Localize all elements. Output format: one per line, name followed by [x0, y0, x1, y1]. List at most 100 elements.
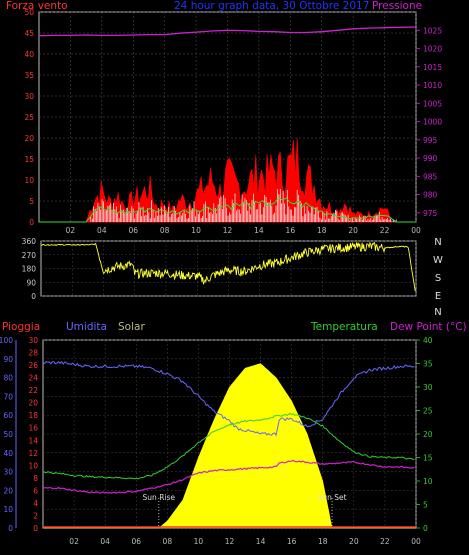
rain-tick-label: 10 [28, 461, 38, 470]
pressure-tick-label: 1015 [423, 63, 442, 72]
time-tick-label: 14 [254, 226, 264, 235]
dewpoint-line [42, 459, 415, 494]
humidity-tick-label: 50 [3, 430, 13, 439]
temperature-tick-label: 20 [423, 430, 433, 439]
gust-series [39, 137, 416, 223]
compass-label: W [433, 255, 443, 266]
wind-force-tick-label: 30 [24, 92, 34, 101]
temperature-tick-label: 30 [423, 383, 433, 392]
time-tick-label: 08 [163, 537, 173, 546]
time-tick-label: 04 [97, 226, 107, 235]
wind-force-tick-label: 40 [24, 50, 34, 59]
temperature-tick-label: 35 [423, 360, 433, 369]
humidity-axis-label: Umidita [66, 321, 107, 333]
time-tick-label: 18 [318, 537, 328, 546]
pressure-tick-label: 1010 [423, 81, 442, 90]
rain-tick-label: 0 [33, 524, 38, 533]
wind-force-tick-label: 5 [29, 197, 34, 206]
solar-area [43, 363, 416, 529]
humidity-tick-label: 80 [3, 374, 13, 383]
pressure-tick-label: 975 [423, 209, 438, 218]
pressure-y-ticks: 975 980 985 990 995 1000 1005 1010 1015 1020 1025 [416, 26, 442, 218]
time-tick-label: 00 [411, 226, 421, 235]
rain-tick-label: 8 [33, 474, 38, 483]
temperature-tick-label: 15 [423, 454, 433, 463]
solar-label: Solar [118, 321, 145, 333]
time-tick-label: 08 [160, 226, 170, 235]
pressure-axis-label: Pressione [372, 0, 422, 12]
rain-tick-label: 12 [28, 449, 38, 458]
rain-tick-label: 24 [28, 374, 38, 383]
time-tick-label: 10 [191, 226, 201, 235]
wind-force-tick-label: 25 [24, 113, 34, 122]
rain-tick-label: 20 [28, 399, 38, 408]
rain-tick-label: 16 [28, 424, 38, 433]
time-tick-label: 16 [286, 226, 296, 235]
compass-label: N [434, 237, 441, 248]
time-tick-label: 18 [317, 226, 327, 235]
wind-force-y-ticks: 0 5 10 15 20 25 30 35 40 45 50 [24, 8, 34, 227]
time-tick-label: 20 [349, 537, 359, 546]
rain-tick-label: 14 [28, 436, 38, 445]
temperature-y-ticks: 0 5 10 15 20 25 30 35 40 [416, 336, 433, 533]
chart-title: 24 hour graph data, 30 Ottobre 2017 [174, 0, 369, 12]
time-tick-label: 10 [194, 537, 204, 546]
wind-force-tick-label: 10 [24, 176, 34, 185]
sunset-label: Sun Set [318, 493, 347, 502]
pressure-tick-label: 1020 [423, 45, 442, 54]
rain-tick-label: 18 [28, 411, 38, 420]
time-tick-label: 12 [225, 537, 235, 546]
temperature-tick-label: 25 [423, 407, 433, 416]
temperature-humidity-chart: Pioggia Umidita Solar Temperatura Dew Po… [0, 321, 467, 546]
wind-average-line [39, 197, 416, 223]
humidity-y-ticks: 0 10 20 30 40 50 60 70 80 90 100 [0, 336, 17, 533]
temperature-humidity-series [42, 360, 416, 529]
compass-label: E [435, 291, 441, 302]
time-tick-label: 06 [131, 537, 141, 546]
time-tick-label: 12 [223, 226, 233, 235]
pressure-tick-label: 1000 [423, 118, 442, 127]
direction-tick-label: 270 [22, 251, 37, 260]
humidity-line [42, 360, 415, 437]
sunrise-label: Sun Rise [143, 493, 176, 502]
temperature-tick-label: 40 [423, 336, 433, 345]
humidity-tick-label: 30 [3, 468, 13, 477]
rain-tick-label: 4 [33, 499, 38, 508]
rain-axis-label: Pioggia [2, 321, 40, 333]
temperature-tick-label: 0 [423, 524, 428, 533]
wind-direction-line [40, 241, 416, 291]
direction-tick-label: 180 [22, 265, 37, 274]
direction-tick-label: 90 [26, 278, 36, 287]
humidity-tick-label: 90 [3, 355, 13, 364]
pressure-tick-label: 1005 [423, 99, 442, 108]
time-tick-label: 22 [380, 537, 390, 546]
humidity-tick-label: 10 [3, 505, 13, 514]
compass-label: N [434, 307, 441, 318]
pressure-line [38, 26, 417, 37]
pressure-tick-label: 990 [423, 154, 438, 163]
pressure-tick-label: 995 [423, 136, 438, 145]
humidity-tick-label: 60 [3, 411, 13, 420]
pressure-tick-label: 980 [423, 191, 438, 200]
humidity-tick-label: 20 [3, 486, 13, 495]
pressure-tick-label: 985 [423, 172, 438, 181]
wind-direction-grid [41, 240, 417, 297]
sun-markers: Sun Rise Sun Set [143, 493, 347, 528]
time-tick-label: 20 [348, 226, 358, 235]
humidity-tick-label: 70 [3, 392, 13, 401]
wind-pressure-x-ticks: 02 04 06 08 10 12 14 16 18 20 22 00 [66, 226, 421, 235]
wind-direction-series [40, 241, 416, 291]
rain-tick-label: 26 [28, 361, 38, 370]
wind-force-tick-label: 45 [24, 29, 34, 38]
rain-tick-label: 28 [28, 349, 38, 358]
wind-force-tick-label: 0 [29, 218, 34, 227]
wind-force-tick-label: 50 [24, 8, 34, 17]
temperature-tick-label: 5 [423, 501, 428, 510]
time-tick-label: 06 [128, 226, 138, 235]
pressure-tick-label: 1025 [423, 26, 442, 35]
time-tick-label: 02 [66, 226, 76, 235]
rain-tick-label: 6 [33, 486, 38, 495]
